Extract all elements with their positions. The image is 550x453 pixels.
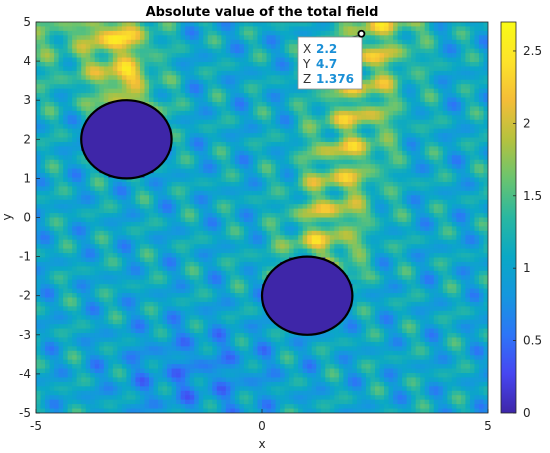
datatip-y-label: Y xyxy=(302,57,311,71)
colorbar-tick-label: 0.5 xyxy=(523,334,542,348)
datatip[interactable]: X 2.2 Y 4.7 Z 1.376 xyxy=(297,29,366,90)
y-tick-label: -3 xyxy=(19,328,31,342)
y-tick-label: 0 xyxy=(23,211,31,225)
y-axis-label: y xyxy=(0,213,14,220)
y-tick-label: 2 xyxy=(23,132,31,146)
chart-title: Absolute value of the total field xyxy=(146,5,379,20)
obstacles xyxy=(80,99,354,336)
scatterer-bottom-right xyxy=(260,255,354,336)
colorbar-gradient xyxy=(500,21,517,414)
colorbar: 0 0.5 1 1.5 2 2.5 xyxy=(500,21,542,420)
y-tick-label: 4 xyxy=(23,54,31,68)
y-tick-label: -1 xyxy=(19,250,31,264)
y-tick-label: 3 xyxy=(23,93,31,107)
y-tick-label: -4 xyxy=(19,367,31,381)
y-axis-ticks: -5 -4 -3 -2 -1 0 1 2 3 4 5 xyxy=(19,15,40,420)
colorbar-tick-label: 1.5 xyxy=(523,189,542,203)
datatip-x-value: 2.2 xyxy=(316,42,337,56)
colorbar-tick-label: 0 xyxy=(523,406,531,420)
y-tick-label: 5 xyxy=(23,15,31,29)
x-tick-label: -5 xyxy=(30,419,42,433)
x-tick-label: 0 xyxy=(258,419,266,433)
colorbar-tick-label: 2.5 xyxy=(523,44,542,58)
colorbar-tick-label: 2 xyxy=(523,116,531,130)
datatip-marker[interactable] xyxy=(357,29,366,38)
heatmap-field xyxy=(36,22,488,413)
colorbar-ticks: 0 0.5 1 1.5 2 2.5 xyxy=(513,44,542,420)
datatip-x-label: X xyxy=(303,42,311,56)
y-tick-label: -2 xyxy=(19,289,31,303)
y-tick-label: 1 xyxy=(23,171,31,185)
plot-area[interactable] xyxy=(35,21,489,414)
colorbar-tick-label: 1 xyxy=(523,261,531,275)
x-axis-label: x xyxy=(258,437,265,451)
x-tick-label: 5 xyxy=(484,419,492,433)
datatip-z-value: 1.376 xyxy=(316,72,354,86)
x-axis-ticks: -5 0 5 xyxy=(30,409,492,433)
y-tick-label: -5 xyxy=(19,406,31,420)
datatip-y-value: 4.7 xyxy=(316,57,337,71)
scatterer-top-left xyxy=(80,99,173,180)
datatip-box xyxy=(297,36,363,90)
datatip-z-label: Z xyxy=(303,72,311,86)
